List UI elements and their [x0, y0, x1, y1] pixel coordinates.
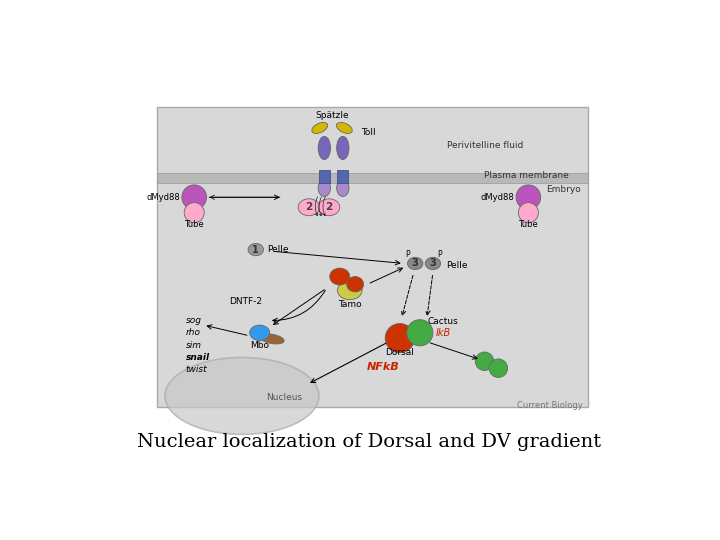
Ellipse shape	[318, 199, 340, 215]
Ellipse shape	[337, 179, 349, 197]
Bar	[319, 170, 330, 184]
Text: dMyd88: dMyd88	[480, 193, 514, 202]
Bar	[157, 173, 588, 184]
Circle shape	[518, 202, 539, 222]
Text: DNTF-2: DNTF-2	[229, 298, 262, 307]
Ellipse shape	[318, 137, 330, 159]
Ellipse shape	[312, 123, 328, 133]
Text: Current Biology: Current Biology	[516, 401, 582, 410]
Text: P: P	[437, 249, 441, 259]
Ellipse shape	[408, 257, 423, 269]
Text: 3: 3	[430, 259, 436, 268]
Text: dMyd88: dMyd88	[147, 193, 180, 202]
Circle shape	[407, 320, 433, 346]
Circle shape	[489, 359, 508, 377]
Ellipse shape	[298, 199, 320, 215]
Text: IkB: IkB	[436, 328, 451, 338]
Ellipse shape	[337, 137, 349, 159]
Text: sim: sim	[186, 341, 202, 349]
Text: Mbo: Mbo	[250, 341, 269, 350]
Circle shape	[182, 185, 207, 210]
Circle shape	[475, 352, 494, 370]
Text: Cactus: Cactus	[428, 316, 458, 326]
Text: Pelle: Pelle	[446, 260, 467, 269]
Text: P: P	[405, 249, 410, 259]
Ellipse shape	[260, 334, 284, 344]
Text: Toll: Toll	[361, 128, 376, 137]
Ellipse shape	[426, 257, 441, 269]
Text: Tube: Tube	[518, 220, 539, 229]
Ellipse shape	[330, 268, 350, 285]
Text: Perivitelline fluid: Perivitelline fluid	[446, 141, 523, 150]
Ellipse shape	[165, 357, 319, 434]
Text: 3: 3	[412, 259, 418, 268]
Text: rho: rho	[186, 328, 201, 338]
Text: Pelle: Pelle	[267, 245, 289, 254]
Text: Tube: Tube	[184, 220, 204, 229]
Text: 1: 1	[253, 245, 259, 254]
Ellipse shape	[346, 276, 364, 292]
Text: Nuclear localization of Dorsal and DV gradient: Nuclear localization of Dorsal and DV gr…	[137, 433, 601, 451]
Text: Dorsal: Dorsal	[385, 348, 414, 357]
Text: snail: snail	[186, 353, 210, 362]
Text: Spätzle: Spätzle	[315, 111, 349, 120]
Ellipse shape	[318, 179, 330, 197]
Text: NFkB: NFkB	[366, 362, 399, 373]
Text: 2: 2	[305, 202, 312, 212]
Text: Embryo: Embryo	[546, 185, 581, 194]
Bar	[338, 170, 348, 184]
Ellipse shape	[248, 244, 264, 256]
Text: sog: sog	[186, 316, 202, 325]
Text: Nucleus: Nucleus	[266, 393, 302, 402]
Text: 2: 2	[325, 202, 333, 212]
Bar	[157, 107, 588, 408]
Ellipse shape	[336, 123, 352, 133]
Circle shape	[385, 323, 415, 353]
Circle shape	[184, 202, 204, 222]
Text: twist: twist	[186, 365, 207, 374]
Text: Plasma membrane: Plasma membrane	[485, 171, 570, 180]
Ellipse shape	[250, 325, 270, 340]
Ellipse shape	[338, 281, 362, 300]
Text: Tamo: Tamo	[338, 300, 361, 309]
Circle shape	[516, 185, 541, 210]
